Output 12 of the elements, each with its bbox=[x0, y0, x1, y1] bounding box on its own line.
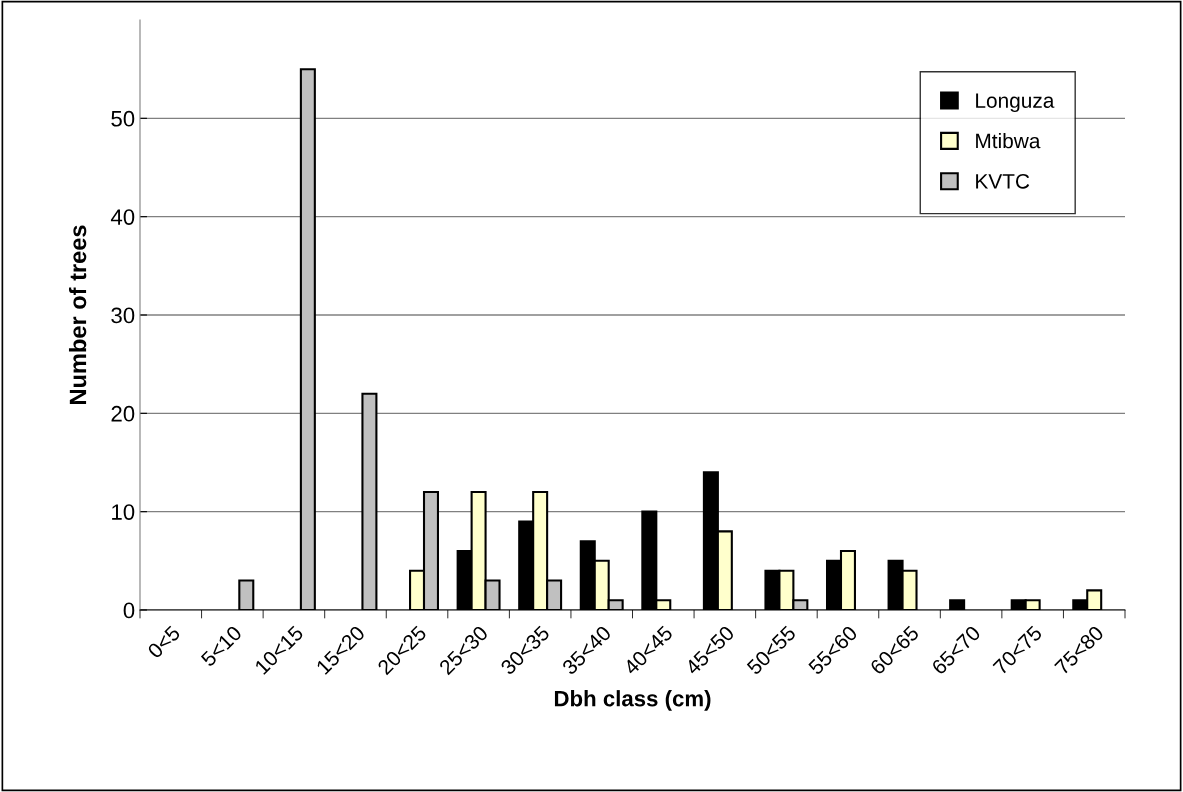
y-tick-label: 40 bbox=[110, 209, 135, 225]
legend-label: KVTC bbox=[976, 173, 1030, 189]
legend-label: Mtibwa bbox=[976, 133, 1041, 149]
y-tick-label: 20 bbox=[111, 405, 135, 422]
y-tick-label: 50 bbox=[111, 110, 135, 127]
x-tick-label: 0<5 bbox=[146, 624, 181, 660]
y-tick-label: 0 bbox=[123, 602, 135, 619]
x-axis-title: Dbh class (cm) bbox=[554, 690, 711, 711]
y-tick-label: 30 bbox=[111, 307, 135, 324]
y-axis-title: Number of trees bbox=[68, 225, 87, 404]
y-tick-label: 10 bbox=[112, 504, 135, 520]
legend-label: Longuza bbox=[976, 93, 1055, 113]
